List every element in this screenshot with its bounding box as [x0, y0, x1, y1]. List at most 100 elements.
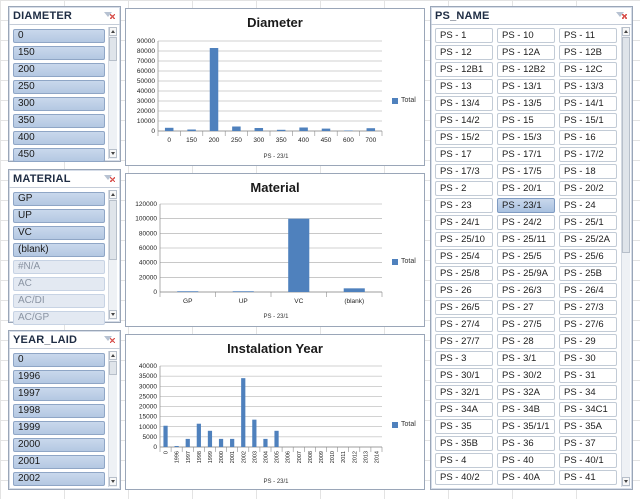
- material-item[interactable]: AC/GP: [13, 311, 105, 325]
- installation-year-chart[interactable]: Instalation Year 0 5000 10000 15000 20000 250…: [125, 334, 425, 490]
- bar[interactable]: [299, 127, 308, 132]
- ps-name-item[interactable]: PS - 24/2: [497, 215, 555, 230]
- ps-name-item[interactable]: PS - 25/9A: [497, 266, 555, 281]
- material-scrollbar[interactable]: [108, 190, 117, 320]
- material-item[interactable]: VC: [13, 226, 105, 240]
- ps-name-item[interactable]: PS - 40/2: [435, 470, 493, 485]
- ps-name-item[interactable]: PS - 14/2: [435, 113, 493, 128]
- clear-filter-icon[interactable]: [103, 11, 115, 21]
- ps-name-item[interactable]: PS - 13/3: [559, 79, 617, 94]
- ps-name-item[interactable]: PS - 31: [559, 368, 617, 383]
- ps-name-item[interactable]: PS - 27: [497, 300, 555, 315]
- scroll-up-icon[interactable]: [109, 190, 117, 199]
- ps-name-item[interactable]: PS - 14/1: [559, 96, 617, 111]
- ps-name-item[interactable]: PS - 40/1: [559, 453, 617, 468]
- ps-name-item[interactable]: PS - 25/5: [497, 249, 555, 264]
- bar[interactable]: [232, 291, 254, 292]
- ps-name-item[interactable]: PS - 30/1: [435, 368, 493, 383]
- bar[interactable]: [185, 438, 190, 447]
- ps-name-item[interactable]: PS - 17/1: [497, 147, 555, 162]
- ps-name-item[interactable]: PS - 26/3: [497, 283, 555, 298]
- ps-name-item[interactable]: PS - 23: [435, 198, 493, 213]
- ps-name-item[interactable]: PS - 35/1/1: [497, 419, 555, 434]
- diameter-item[interactable]: 250: [13, 80, 105, 94]
- bar[interactable]: [187, 129, 196, 132]
- scroll-up-icon[interactable]: [622, 27, 630, 36]
- diameter-item[interactable]: 200: [13, 63, 105, 77]
- bar[interactable]: [232, 126, 241, 132]
- ps-name-item[interactable]: PS - 36: [497, 436, 555, 451]
- ps-name-item[interactable]: PS - 40A: [497, 470, 555, 485]
- ps-name-item[interactable]: PS - 26/4: [559, 283, 617, 298]
- ps-name-item[interactable]: PS - 35B: [435, 436, 493, 451]
- year-laid-scrollbar[interactable]: [108, 351, 117, 487]
- scroll-thumb[interactable]: [109, 200, 117, 260]
- year-laid-item[interactable]: 1997: [13, 387, 105, 401]
- bar[interactable]: [174, 445, 179, 447]
- scroll-up-icon[interactable]: [109, 27, 117, 36]
- ps-name-item[interactable]: PS - 16: [559, 130, 617, 145]
- year-laid-item[interactable]: 2000: [13, 438, 105, 452]
- ps-name-item[interactable]: PS - 17/5: [497, 164, 555, 179]
- clear-filter-icon[interactable]: [103, 335, 115, 345]
- ps-name-item[interactable]: PS - 29: [559, 334, 617, 349]
- ps-name-item[interactable]: PS - 27/7: [435, 334, 493, 349]
- ps-name-item[interactable]: PS - 23/1: [497, 198, 555, 213]
- ps-name-item[interactable]: PS - 27/5: [497, 317, 555, 332]
- bar[interactable]: [274, 430, 279, 447]
- ps-name-item[interactable]: PS - 12: [435, 45, 493, 60]
- scroll-down-icon[interactable]: [109, 310, 117, 319]
- ps-name-item[interactable]: PS - 3: [435, 351, 493, 366]
- bar[interactable]: [163, 425, 168, 447]
- ps-name-item[interactable]: PS - 20/2: [559, 181, 617, 196]
- ps-name-item[interactable]: PS - 12C: [559, 62, 617, 77]
- diameter-item[interactable]: 450: [13, 148, 105, 162]
- diameter-chart[interactable]: Diameter 0 10000 20000 30000 40000 50000 60000…: [125, 8, 425, 166]
- ps-name-item[interactable]: PS - 34C1: [559, 402, 617, 417]
- bar[interactable]: [252, 419, 257, 447]
- ps-name-item[interactable]: PS - 30: [559, 351, 617, 366]
- scroll-down-icon[interactable]: [109, 477, 117, 486]
- ps-name-item[interactable]: PS - 25/2A: [559, 232, 617, 247]
- ps-name-item[interactable]: PS - 35: [435, 419, 493, 434]
- bar[interactable]: [164, 127, 174, 131]
- clear-filter-icon[interactable]: [103, 174, 115, 184]
- bar[interactable]: [254, 128, 264, 131]
- bar[interactable]: [207, 430, 213, 447]
- bar[interactable]: [218, 438, 224, 447]
- scroll-thumb[interactable]: [622, 37, 630, 253]
- ps-name-scrollbar[interactable]: [621, 27, 630, 487]
- ps-name-item[interactable]: PS - 27/4: [435, 317, 493, 332]
- ps-name-item[interactable]: PS - 17/3: [435, 164, 493, 179]
- bar[interactable]: [366, 128, 376, 131]
- diameter-scrollbar[interactable]: [108, 27, 117, 159]
- diameter-item[interactable]: 350: [13, 114, 105, 128]
- ps-name-item[interactable]: PS - 15/2: [435, 130, 493, 145]
- ps-name-item[interactable]: PS - 15: [497, 113, 555, 128]
- material-item[interactable]: #N/A: [13, 260, 105, 274]
- ps-name-item[interactable]: PS - 13/1: [497, 79, 555, 94]
- diameter-item[interactable]: 0: [13, 29, 105, 43]
- bar[interactable]: [263, 438, 268, 447]
- material-chart[interactable]: Material 0 20000 40000 60000 80000 100000 1200…: [125, 173, 425, 327]
- ps-name-item[interactable]: PS - 13/4: [435, 96, 493, 111]
- bar[interactable]: [209, 48, 219, 131]
- ps-name-item[interactable]: PS - 26: [435, 283, 493, 298]
- ps-name-item[interactable]: PS - 1: [435, 28, 493, 43]
- clear-filter-icon[interactable]: [615, 11, 627, 21]
- ps-name-item[interactable]: PS - 25B: [559, 266, 617, 281]
- scroll-thumb[interactable]: [109, 361, 117, 375]
- ps-name-item[interactable]: PS - 28: [497, 334, 555, 349]
- bar[interactable]: [241, 378, 246, 447]
- ps-name-item[interactable]: PS - 17/2: [559, 147, 617, 162]
- ps-name-item[interactable]: PS - 25/10: [435, 232, 493, 247]
- ps-name-item[interactable]: PS - 27/6: [559, 317, 617, 332]
- ps-name-item[interactable]: PS - 24/1: [435, 215, 493, 230]
- diameter-item[interactable]: 150: [13, 46, 105, 60]
- bar[interactable]: [343, 288, 365, 292]
- year-laid-item[interactable]: 1996: [13, 370, 105, 384]
- year-laid-item[interactable]: 1998: [13, 404, 105, 418]
- ps-name-item[interactable]: PS - 11: [559, 28, 617, 43]
- year-laid-item[interactable]: 0: [13, 353, 105, 367]
- ps-name-item[interactable]: PS - 20/1: [497, 181, 555, 196]
